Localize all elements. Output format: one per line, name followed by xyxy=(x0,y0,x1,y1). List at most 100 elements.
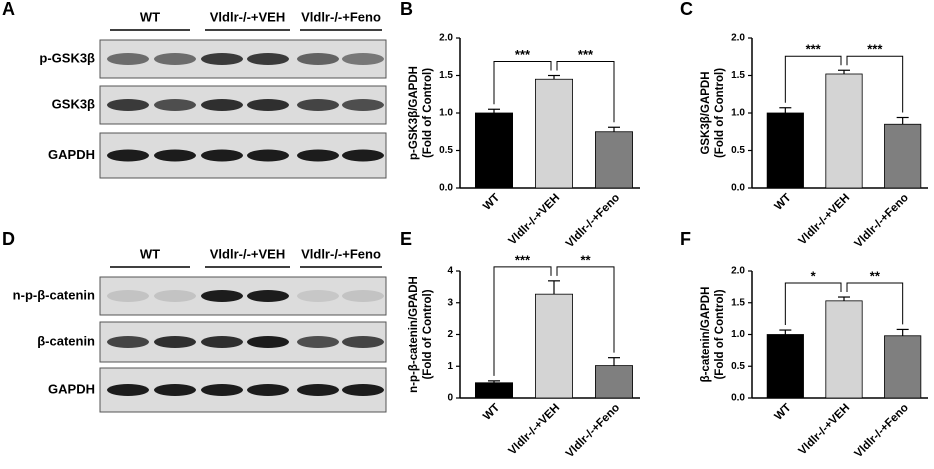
y-axis-label: p-GSK3β/GAPDH xyxy=(408,66,420,160)
blot-band xyxy=(154,336,196,348)
significance-label: * xyxy=(811,268,817,283)
significance-bracket xyxy=(784,55,842,103)
y-tick-label: 4 xyxy=(447,266,453,277)
bar xyxy=(535,293,574,399)
blot-band xyxy=(201,384,243,396)
group-label: Vldlr-/-+VEH xyxy=(210,9,286,24)
blot-band xyxy=(107,99,149,111)
blot-band xyxy=(107,384,149,396)
bar xyxy=(884,335,922,399)
x-tick-label: Vldlr-/-+Feno xyxy=(564,192,622,250)
row-label: GAPDH xyxy=(48,381,95,396)
blot-band xyxy=(154,384,196,396)
blot-band xyxy=(342,290,384,302)
bar xyxy=(884,123,922,189)
row-label: n-p-β-catenin xyxy=(13,287,95,302)
blot-band xyxy=(247,53,289,65)
x-tick-label: Vldlr-/-+Feno xyxy=(564,402,622,460)
panel-label: E xyxy=(400,229,412,249)
panel-label: A xyxy=(2,0,15,19)
blot-band xyxy=(247,384,289,396)
blot-band xyxy=(297,336,339,348)
significance-label: *** xyxy=(806,42,822,57)
bar xyxy=(535,78,574,189)
y-axis-label: (Fold of Control) xyxy=(714,289,726,379)
blot-band xyxy=(107,290,149,302)
panel-label: F xyxy=(680,229,691,249)
y-tick-label: 1.0 xyxy=(439,108,453,119)
x-tick-label: WT xyxy=(772,402,793,423)
significance-label: ** xyxy=(870,268,881,283)
y-tick-label: 2.0 xyxy=(731,33,745,44)
row-label: GAPDH xyxy=(48,147,95,162)
significance-label: ** xyxy=(580,252,591,267)
blot-band xyxy=(201,149,243,162)
panel-label: B xyxy=(400,0,413,19)
blot-band xyxy=(297,384,339,396)
blot-band xyxy=(107,336,149,348)
significance-bracket xyxy=(493,266,552,376)
panel-label: C xyxy=(680,0,693,19)
row-label: β-catenin xyxy=(37,333,95,348)
y-tick-label: 2 xyxy=(447,329,453,340)
blot-band xyxy=(154,290,196,302)
y-tick-label: 1.5 xyxy=(439,70,453,81)
y-tick-label: 2.0 xyxy=(731,266,745,277)
y-tick-label: 2.0 xyxy=(439,33,453,44)
blot-band xyxy=(297,149,339,162)
y-tick-label: 3 xyxy=(447,297,453,308)
y-tick-label: 1.5 xyxy=(731,70,745,81)
x-tick-label: Vldlr-/-+VEH xyxy=(797,402,853,458)
blot-band xyxy=(342,336,384,348)
panel-label: D xyxy=(2,229,15,249)
y-tick-label: 1.0 xyxy=(731,108,745,119)
bar xyxy=(474,112,513,189)
group-label: Vldlr-/-+Feno xyxy=(301,9,381,24)
significance-label: *** xyxy=(515,252,531,267)
x-tick-label: WT xyxy=(772,192,793,213)
blot-band xyxy=(154,53,196,65)
blot-band xyxy=(154,99,196,111)
blot-band xyxy=(342,99,384,111)
y-axis-label: (Fold of Control) xyxy=(422,68,434,158)
y-tick-label: 1 xyxy=(447,361,453,372)
y-axis-label: n-p-β-catenin/GPADH xyxy=(408,276,420,393)
bar xyxy=(766,112,804,189)
bar xyxy=(825,300,863,399)
significance-label: *** xyxy=(867,42,883,57)
blot-band xyxy=(297,53,339,65)
group-label: WT xyxy=(140,9,160,24)
blot-band xyxy=(342,149,384,162)
blot-band xyxy=(342,384,384,396)
blot-band xyxy=(342,53,384,65)
blot-band xyxy=(297,290,339,302)
blot-band xyxy=(154,149,196,162)
y-tick-label: 0.5 xyxy=(439,145,453,156)
blot-band xyxy=(201,99,243,111)
y-tick-label: 0 xyxy=(447,393,453,404)
blot-band xyxy=(107,149,149,162)
blot-band xyxy=(247,336,289,348)
y-tick-label: 0.0 xyxy=(731,393,745,404)
y-tick-label: 0.0 xyxy=(439,183,453,194)
x-tick-label: Vldlr-/-+VEH xyxy=(797,192,853,248)
x-tick-label: WT xyxy=(481,192,502,213)
y-tick-label: 1.0 xyxy=(731,329,745,340)
blot-band xyxy=(247,290,289,302)
x-tick-label: Vldlr-/-+VEH xyxy=(507,192,563,248)
group-label: Vldlr-/-+Feno xyxy=(301,246,381,261)
x-tick-label: WT xyxy=(481,402,502,423)
y-tick-label: 1.5 xyxy=(731,297,745,308)
significance-bracket xyxy=(846,282,904,325)
bar xyxy=(474,382,513,399)
bar xyxy=(595,365,634,399)
significance-label: *** xyxy=(578,47,594,62)
y-tick-label: 0.0 xyxy=(731,183,745,194)
blot-band xyxy=(247,149,289,162)
significance-bracket xyxy=(493,61,552,105)
blot-band xyxy=(201,336,243,348)
bar xyxy=(825,73,863,189)
significance-bracket xyxy=(846,55,904,113)
y-axis-label: (Fold of Control) xyxy=(422,289,434,379)
